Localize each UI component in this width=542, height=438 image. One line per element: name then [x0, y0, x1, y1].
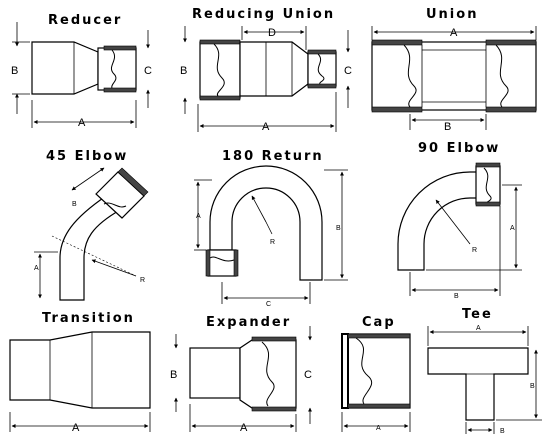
tee-diagram: Tee A B B — [427, 307, 542, 435]
reducing-union-dim-d: D — [268, 27, 276, 39]
tee-title: Tee — [462, 307, 493, 322]
expander-dim-b: B — [170, 369, 177, 381]
transition-dim-a: A — [72, 422, 80, 434]
cap-title: Cap — [362, 315, 396, 330]
elbow-90-dim-r: R — [472, 247, 477, 254]
elbow-45-diagram: 45 Elbow B A R — [34, 149, 149, 301]
tee-dim-a: A — [476, 325, 481, 332]
transition-title: Transition — [42, 311, 135, 326]
return-180-diagram: 180 Return R A B C — [194, 149, 348, 308]
expander-title: Expander — [206, 315, 291, 330]
elbow-90-diagram: 90 Elbow R A B — [397, 141, 522, 300]
cap-diagram: Cap A — [341, 315, 411, 432]
expander-dim-a: A — [240, 422, 248, 434]
reducer-dim-b: B — [11, 65, 18, 77]
reducer-dim-a: A — [78, 117, 86, 129]
transition-diagram: Transition A — [9, 311, 151, 434]
reducing-union-diagram: Reducing Union D B C A — [180, 7, 352, 133]
return-180-title: 180 Return — [222, 149, 324, 164]
reducer-diagram: Reducer B C A — [11, 13, 152, 129]
expander-diagram: Expander B C A — [170, 315, 312, 434]
return-180-dim-r: R — [270, 239, 275, 246]
tee-dim-b: B — [530, 383, 535, 390]
reducer-dim-c: C — [144, 65, 152, 77]
return-180-dim-a: A — [196, 213, 201, 220]
reducing-union-title: Reducing Union — [192, 7, 335, 22]
union-dim-a: A — [450, 27, 458, 39]
reducing-union-dim-b: B — [180, 65, 187, 77]
tee-dim-b-bottom: B — [500, 428, 505, 435]
elbow-90-dim-a: A — [510, 225, 515, 232]
return-180-dim-c: C — [266, 301, 271, 308]
elbow-45-dim-b: B — [72, 201, 77, 208]
return-180-dim-b: B — [336, 225, 341, 232]
elbow-90-title: 90 Elbow — [418, 141, 500, 156]
reducing-union-dim-a: A — [262, 121, 270, 133]
elbow-45-dim-r: R — [140, 277, 145, 284]
union-dim-b: B — [444, 121, 451, 133]
cap-dim-a: A — [376, 425, 381, 432]
expander-dim-c: C — [304, 369, 312, 381]
elbow-90-dim-b: B — [454, 293, 459, 300]
union-diagram: Union A B — [371, 7, 537, 133]
union-title: Union — [426, 7, 478, 22]
elbow-45-dim-a: A — [34, 265, 39, 272]
reducing-union-dim-c: C — [344, 65, 352, 77]
reducer-title: Reducer — [48, 13, 122, 28]
elbow-45-title: 45 Elbow — [46, 149, 128, 164]
